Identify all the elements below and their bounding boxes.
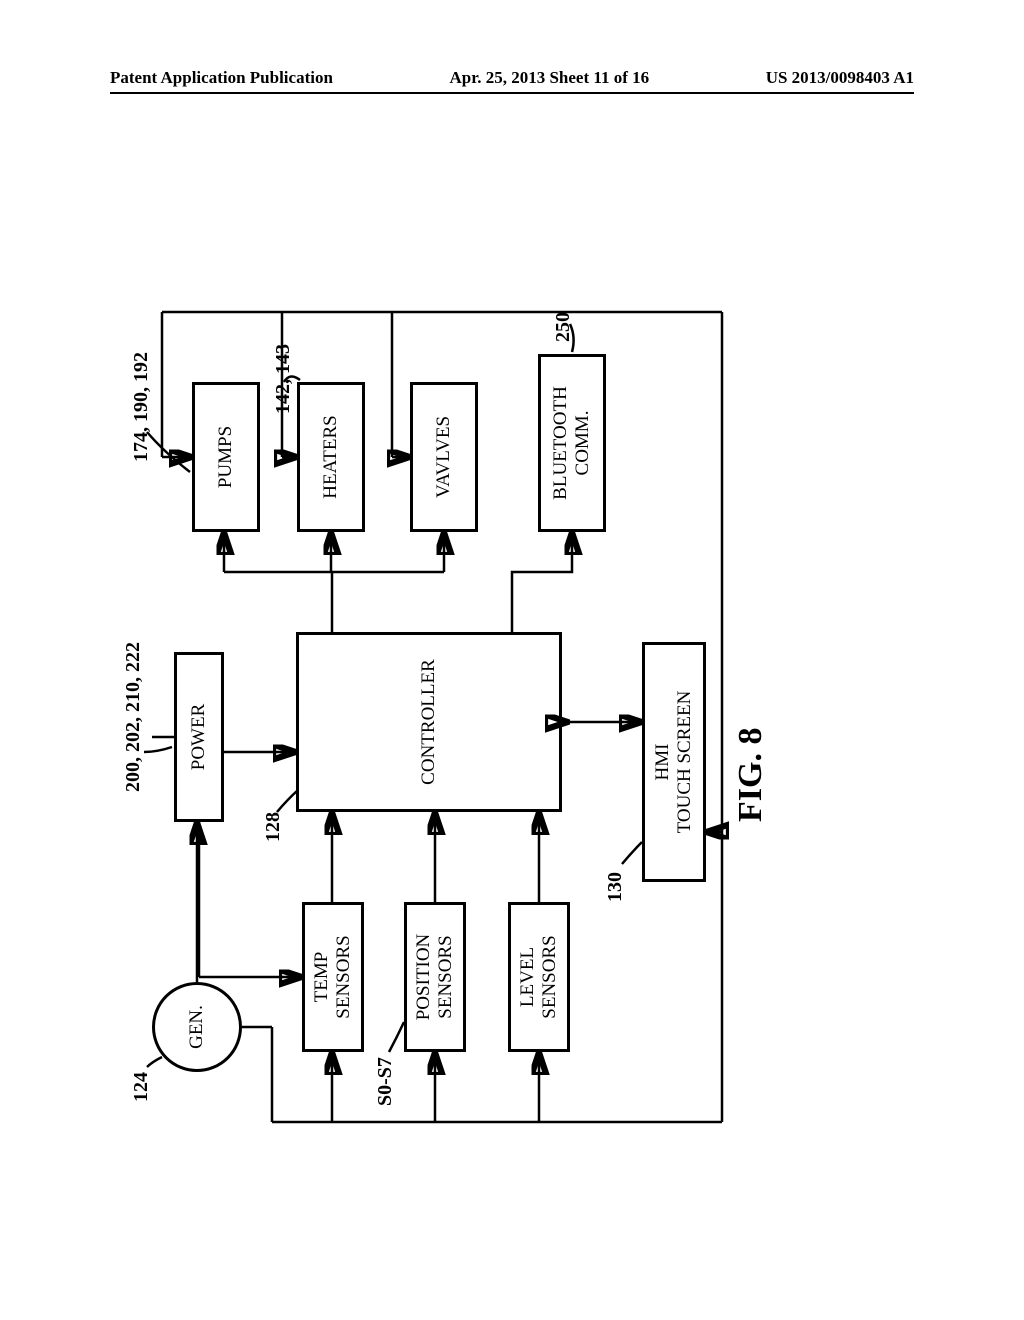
diagram-wires (0, 148, 1024, 1172)
header-rule (110, 92, 914, 94)
header-left: Patent Application Publication (110, 68, 333, 88)
header-center: Apr. 25, 2013 Sheet 11 of 16 (450, 68, 650, 88)
diagram-canvas: GEN. POWER CONTROLLER TEMP SENSORS POSIT… (0, 148, 1024, 1172)
header-right: US 2013/0098403 A1 (766, 68, 914, 88)
